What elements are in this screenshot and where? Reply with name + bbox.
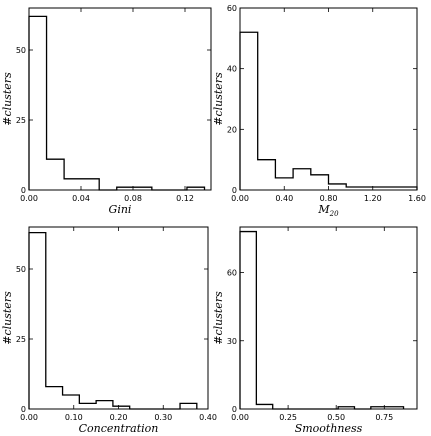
y-axis-label: #clusters [1,72,14,126]
y-tick-label: 60 [227,4,237,13]
panel-concentration: 0.00 0.10 0.20 0.30 0.40 0 25 50 Concentration #c… [1,226,217,435]
x-tick-label: 0.00 [20,413,38,422]
histogram-bar [240,232,256,409]
x-axis-label-subscript: 20 [329,210,339,218]
x-tick-label: 1.60 [408,194,426,203]
x-tick-label: 0.00 [20,194,38,203]
x-axis-label: Concentration [79,422,159,435]
y-tick-label: 0 [232,405,237,414]
x-tick-label: 0.25 [279,413,297,422]
x-axis-label: Gini [109,203,132,216]
x-tick-label: 0.30 [154,413,172,422]
x-tick-label: 0.50 [327,413,345,422]
histogram-bar [46,387,63,409]
panel-gini: 0.00 0.04 0.08 0.12 0 25 50 Gini #clusters [1,7,212,216]
x-tick-label: 0.40 [275,194,293,203]
histogram-bar [258,160,276,190]
plot-frame [28,226,209,410]
x-tick-label: 0.00 [231,194,249,203]
histogram-bar [293,169,311,190]
histogram-bar [29,16,47,190]
histogram-bar [329,184,347,190]
plot-frame [28,7,212,191]
x-tick-label: 0.20 [110,413,128,422]
histogram-bar [47,159,65,190]
y-axis-label: #clusters [1,291,14,345]
x-axis-label: Smoothness [295,422,363,435]
y-tick-label: 50 [16,46,26,55]
x-tick-label: 0.08 [124,194,142,203]
histogram-outline [239,31,418,190]
histogram-bar [256,404,272,409]
x-tick-label: 0.12 [176,194,194,203]
y-axis-label: #clusters [212,291,225,345]
y-tick-label: 50 [16,265,26,274]
y-tick-label: 25 [16,335,26,344]
histogram-bar [79,403,96,409]
histogram-bar [29,233,46,409]
panel-m20: 0.00 0.40 0.80 1.20 1.60 0 20 40 60 M20 #clusters [212,4,426,218]
panel-smoothness: 0.00 0.25 0.50 0.75 0 30 60 Smoothness #clusters [212,226,418,435]
histogram-bar [82,179,100,190]
plot-frame [239,226,418,410]
x-tick-label: 0.80 [320,194,338,203]
y-tick-label: 40 [227,65,237,74]
y-tick-label: 60 [227,269,237,278]
x-tick-label: 0.10 [65,413,83,422]
y-tick-label: 0 [21,405,26,414]
y-tick-label: 30 [227,337,237,346]
x-axis-label: M20 [317,203,339,218]
histogram-outline [239,230,405,410]
x-tick-label: 0.04 [72,194,90,203]
x-tick-label: 1.20 [364,194,382,203]
histogram-outline [28,231,198,410]
plot-frame [239,7,418,191]
histogram-bar [63,395,80,409]
histogram-bar [180,403,197,409]
y-tick-label: 20 [227,125,237,134]
x-tick-label: 0.75 [375,413,393,422]
y-tick-label: 0 [232,186,237,195]
y-tick-label: 25 [16,116,26,125]
histogram-bar [64,179,82,190]
x-tick-label: 0.40 [199,413,217,422]
histogram-bar [311,175,329,190]
histogram-bar [96,401,113,409]
x-tick-label: 0.00 [231,413,249,422]
histogram-bar [240,32,258,190]
y-tick-label: 0 [21,186,26,195]
histogram-outline [28,15,206,191]
y-axis-label: #clusters [212,72,225,126]
